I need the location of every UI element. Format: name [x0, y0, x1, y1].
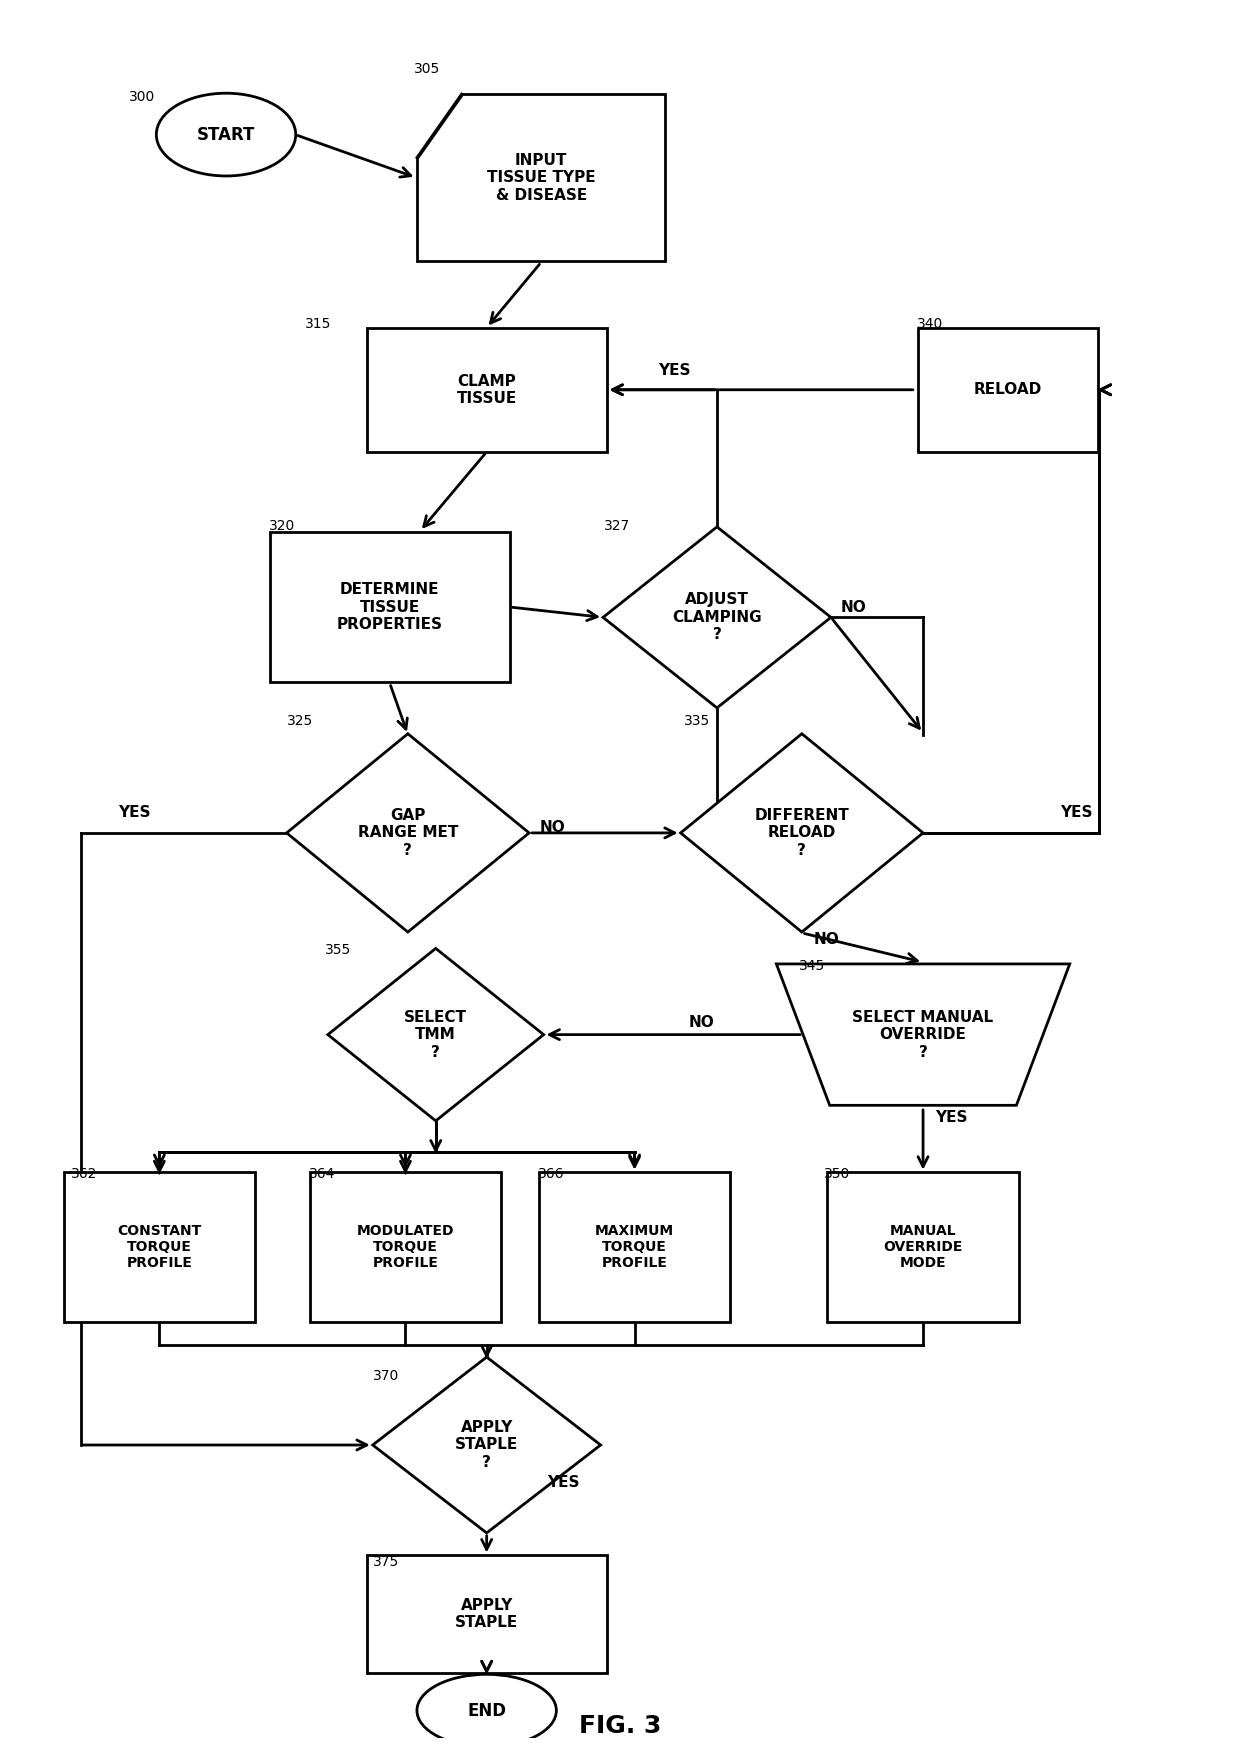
- Text: CONSTANT
TORQUE
PROFILE: CONSTANT TORQUE PROFILE: [118, 1223, 201, 1270]
- Text: 335: 335: [684, 713, 711, 727]
- Bar: [310, 1172, 501, 1321]
- Polygon shape: [327, 948, 543, 1121]
- Polygon shape: [417, 95, 666, 261]
- Text: 345: 345: [800, 958, 826, 972]
- Text: 340: 340: [918, 317, 944, 331]
- Text: FIG. 3: FIG. 3: [579, 1713, 661, 1738]
- Text: INPUT
TISSUE TYPE
& DISEASE: INPUT TISSUE TYPE & DISEASE: [487, 152, 595, 203]
- Bar: [918, 328, 1097, 452]
- Text: 325: 325: [286, 713, 312, 727]
- Polygon shape: [373, 1358, 600, 1533]
- Text: DIFFERENT
RELOAD
?: DIFFERENT RELOAD ?: [754, 808, 849, 858]
- Bar: [63, 1172, 255, 1321]
- Text: DETERMINE
TISSUE
PROPERTIES: DETERMINE TISSUE PROPERTIES: [337, 582, 443, 632]
- Polygon shape: [286, 734, 529, 932]
- Bar: [269, 533, 510, 682]
- Text: SELECT MANUAL
OVERRIDE
?: SELECT MANUAL OVERRIDE ?: [852, 1009, 993, 1060]
- Bar: [367, 328, 606, 452]
- Text: ADJUST
CLAMPING
?: ADJUST CLAMPING ?: [672, 592, 761, 643]
- Text: MODULATED
TORQUE
PROFILE: MODULATED TORQUE PROFILE: [357, 1223, 454, 1270]
- Text: NO: NO: [841, 599, 867, 615]
- Text: 366: 366: [538, 1167, 564, 1181]
- Text: 375: 375: [373, 1556, 399, 1570]
- Text: NO: NO: [688, 1014, 714, 1030]
- Text: APPLY
STAPLE: APPLY STAPLE: [455, 1598, 518, 1629]
- Text: 315: 315: [305, 317, 331, 331]
- Text: MANUAL
OVERRIDE
MODE: MANUAL OVERRIDE MODE: [883, 1223, 962, 1270]
- Bar: [367, 1556, 606, 1673]
- Polygon shape: [776, 964, 1070, 1106]
- Text: YES: YES: [547, 1475, 580, 1491]
- Text: END: END: [467, 1701, 506, 1719]
- Text: 305: 305: [414, 61, 440, 75]
- Bar: [827, 1172, 1019, 1321]
- Bar: [539, 1172, 730, 1321]
- Text: YES: YES: [118, 804, 151, 820]
- Ellipse shape: [156, 93, 295, 175]
- Text: RELOAD: RELOAD: [973, 382, 1042, 398]
- Text: YES: YES: [658, 363, 691, 378]
- Text: MAXIMUM
TORQUE
PROFILE: MAXIMUM TORQUE PROFILE: [595, 1223, 675, 1270]
- Text: START: START: [197, 126, 255, 144]
- Text: SELECT
TMM
?: SELECT TMM ?: [404, 1009, 467, 1060]
- Text: 320: 320: [268, 519, 295, 533]
- Text: YES: YES: [1060, 804, 1092, 820]
- Text: 364: 364: [309, 1167, 335, 1181]
- Text: 300: 300: [129, 89, 155, 103]
- Text: 327: 327: [604, 519, 630, 533]
- Text: YES: YES: [935, 1109, 967, 1125]
- Ellipse shape: [417, 1675, 557, 1747]
- Text: APPLY
STAPLE
?: APPLY STAPLE ?: [455, 1421, 518, 1470]
- Text: GAP
RANGE MET
?: GAP RANGE MET ?: [357, 808, 458, 858]
- Polygon shape: [681, 734, 923, 932]
- Text: 355: 355: [325, 943, 352, 957]
- Text: 370: 370: [373, 1368, 399, 1382]
- Text: 362: 362: [71, 1167, 97, 1181]
- Text: NO: NO: [813, 932, 839, 948]
- Text: 350: 350: [823, 1167, 849, 1181]
- Polygon shape: [603, 527, 831, 708]
- Text: NO: NO: [539, 820, 565, 836]
- Text: CLAMP
TISSUE: CLAMP TISSUE: [456, 373, 517, 406]
